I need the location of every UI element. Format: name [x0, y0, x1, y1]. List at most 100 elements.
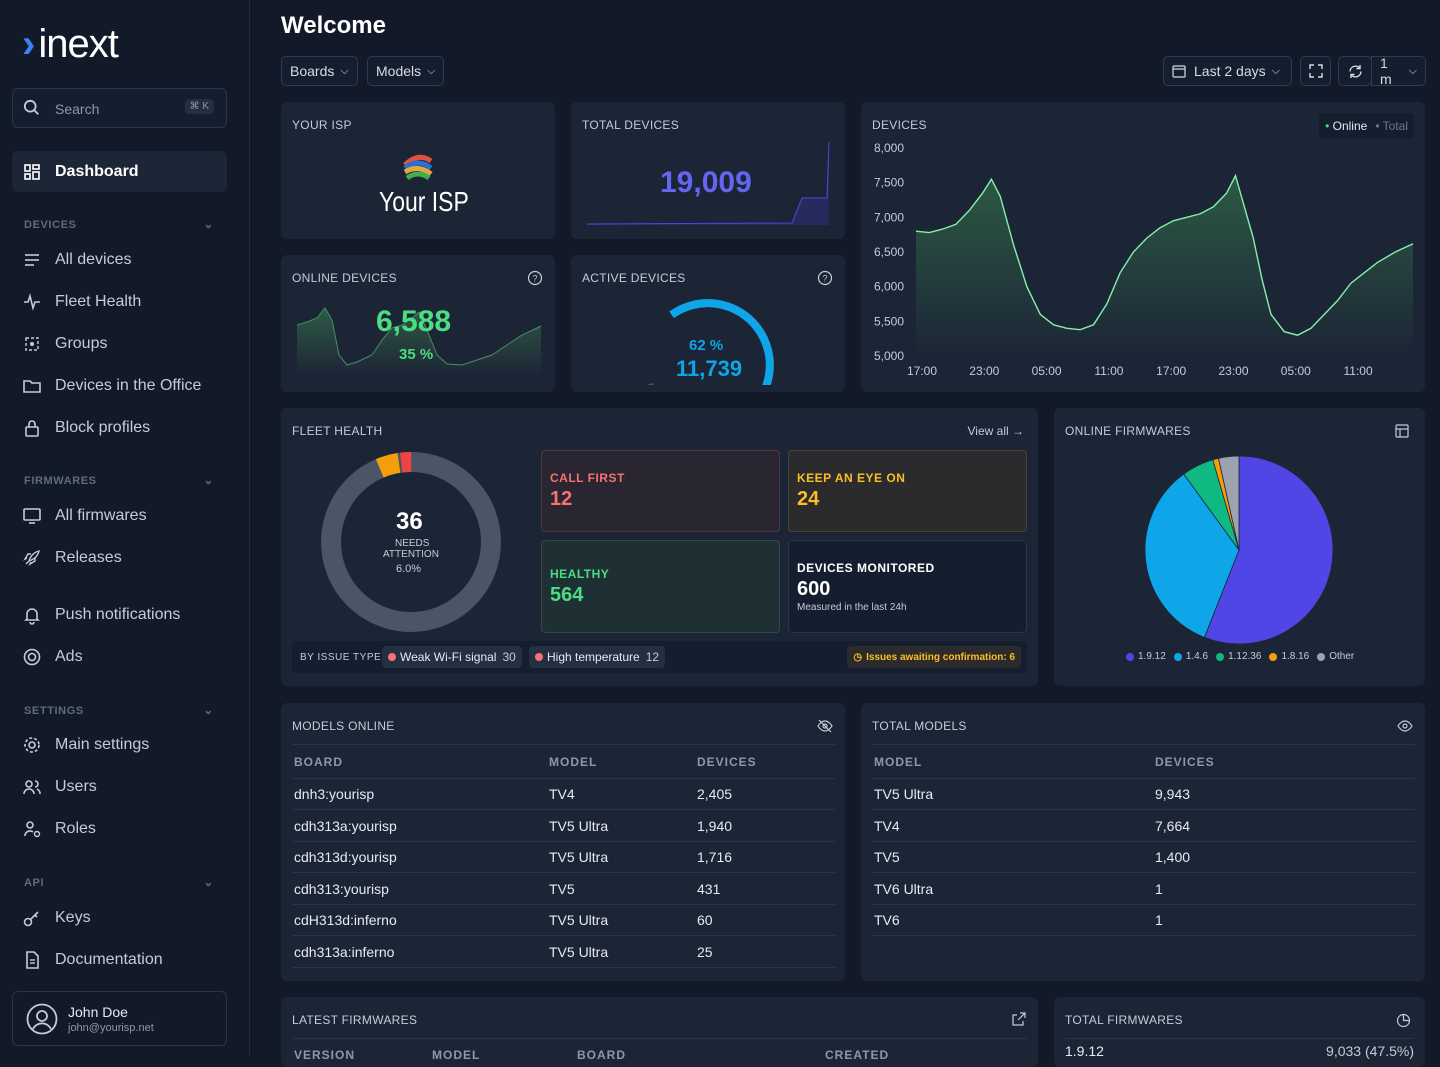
table-view-icon[interactable]: [1395, 424, 1409, 438]
legend-total[interactable]: • Total: [1375, 119, 1408, 133]
pie-chart-icon[interactable]: [1396, 1013, 1411, 1028]
issue-chip-wifi[interactable]: Weak Wi-Fi signal 30: [382, 646, 522, 668]
keep-an-eye-tile[interactable]: KEEP AN EYE ON 24: [788, 450, 1027, 532]
column-header[interactable]: DEVICES: [1155, 755, 1215, 769]
help-icon[interactable]: ?: [527, 270, 543, 286]
search-label: Search: [55, 101, 100, 117]
table-cell: TV4: [874, 817, 900, 834]
legend-dot: [1216, 652, 1225, 661]
sidebar-label: Groups: [55, 335, 108, 352]
view-all-link[interactable]: View all →: [968, 424, 1024, 438]
sidebar-item-all-devices[interactable]: All devices: [22, 248, 131, 272]
online-firmwares-card: ONLINE FIRMWARES 1.9.12 1.4.6 1.12.36 1.8.1…: [1054, 408, 1425, 686]
search-input[interactable]: Search ⌘ K: [12, 88, 227, 128]
sidebar-item-documentation[interactable]: Documentation: [22, 948, 163, 972]
table-row[interactable]: TV5 Ultra 9,943: [872, 779, 1415, 810]
section-devices[interactable]: DEVICES ⌄: [24, 217, 214, 231]
table-row[interactable]: TV4 7,664: [872, 811, 1415, 842]
firmware-version: 1.9.12: [1065, 1043, 1104, 1059]
sidebar-label: Ads: [55, 648, 83, 665]
sidebar-item-ads[interactable]: Ads: [22, 645, 83, 669]
users-icon: [23, 780, 41, 795]
chart-legend-toggle[interactable]: • Online • Total: [1319, 113, 1414, 139]
sidebar-item-groups[interactable]: Groups: [22, 332, 107, 356]
sidebar-item-fleet-health[interactable]: Fleet Health: [22, 290, 141, 314]
section-api[interactable]: API ⌄: [24, 875, 214, 889]
table-cell: 1: [1155, 912, 1163, 929]
fullscreen-button[interactable]: [1300, 56, 1331, 86]
date-range-dropdown[interactable]: Last 2 days ⌵: [1163, 56, 1292, 86]
total-devices-sparkline: [587, 141, 830, 225]
brand-logo[interactable]: › inext: [22, 22, 119, 67]
refresh-button[interactable]: [1338, 56, 1372, 86]
pie-slice-Other[interactable]: [1218, 455, 1240, 551]
table-row[interactable]: TV6 Ultra 1: [872, 874, 1415, 905]
total-devices-value: 19,009: [660, 166, 752, 199]
sidebar-item-all-firmwares[interactable]: All firmwares: [22, 504, 147, 528]
card-title: TOTAL MODELS: [872, 719, 967, 733]
pie-slice-1.4.6[interactable]: [1144, 473, 1240, 638]
table-row[interactable]: cdH313d:inferno TV5 Ultra 60: [292, 905, 835, 937]
column-header[interactable]: MODEL: [874, 755, 923, 769]
models-dropdown[interactable]: Models ⌵: [367, 56, 445, 86]
table-row[interactable]: cdh313a:inferno TV5 Ultra 25: [292, 937, 835, 968]
column-header[interactable]: CREATED: [825, 1048, 890, 1062]
card-title: MODELS ONLINE: [292, 719, 395, 733]
bell-icon: [24, 608, 40, 625]
legend-item[interactable]: 1.9.12: [1126, 651, 1166, 662]
y-tick-label: 6,000: [874, 280, 904, 294]
user-profile[interactable]: John Doe john@yourisp.net: [12, 991, 227, 1046]
column-header[interactable]: BOARD: [294, 755, 343, 769]
help-icon[interactable]: ?: [817, 270, 833, 286]
legend-item[interactable]: 1.8.16: [1269, 651, 1309, 662]
card-title: FLEET HEALTH: [292, 424, 383, 438]
sidebar-item-devices-office[interactable]: Devices in the Office: [22, 374, 201, 398]
sidebar-item-push-notifications[interactable]: Push notifications: [22, 603, 180, 627]
column-header[interactable]: DEVICES: [697, 755, 757, 769]
healthy-tile[interactable]: HEALTHY 564: [541, 540, 780, 633]
section-settings[interactable]: SETTINGS ⌄: [24, 703, 214, 717]
sidebar-label: Devices in the Office: [55, 377, 202, 394]
sidebar-item-users[interactable]: Users: [22, 775, 97, 799]
refresh-interval-dropdown[interactable]: 1 m ⌵: [1371, 55, 1426, 87]
column-header[interactable]: MODEL: [432, 1048, 481, 1062]
table-row[interactable]: TV5 1,400: [872, 842, 1415, 874]
sidebar-item-releases[interactable]: Releases: [22, 546, 122, 570]
devices-monitored-tile[interactable]: DEVICES MONITORED 600 Measured in the la…: [788, 540, 1027, 633]
eye-icon[interactable]: [1397, 718, 1413, 734]
boards-dropdown[interactable]: Boards ⌵: [281, 56, 358, 86]
table-row[interactable]: TV6 1: [872, 905, 1415, 937]
active-devices-gauge: [646, 299, 774, 385]
legend-label: 1.12.36: [1228, 651, 1262, 662]
issues-awaiting-badge[interactable]: ◷ Issues awaiting confirmation: 6: [847, 646, 1021, 668]
sidebar-item-main-settings[interactable]: Main settings: [22, 733, 149, 757]
call-first-tile[interactable]: CALL FIRST 12: [541, 450, 780, 532]
legend-item[interactable]: Other: [1317, 651, 1354, 662]
y-tick-label: 8,000: [874, 141, 904, 155]
table-cell: 25: [697, 944, 713, 960]
sidebar-item-block-profiles[interactable]: Block profiles: [22, 416, 150, 440]
column-header[interactable]: VERSION: [294, 1048, 356, 1062]
search-icon: [23, 99, 39, 115]
total-firmwares-card: TOTAL FIRMWARES 1.9.12 9,033 (47.5%): [1054, 997, 1425, 1067]
sidebar-item-roles[interactable]: Roles: [22, 817, 96, 841]
table-row[interactable]: cdh313a:yourisp TV5 Ultra 1,940: [292, 811, 835, 842]
table-cell: TV5 Ultra: [549, 817, 609, 834]
donut-yellow-segment: [321, 452, 501, 632]
column-header[interactable]: BOARD: [577, 1048, 626, 1062]
models-online-card: MODELS ONLINE BOARD MODEL DEVICES dnh3:y…: [281, 703, 845, 981]
section-firmwares[interactable]: FIRMWARES ⌄: [24, 473, 214, 487]
pie-slice-1.9.12[interactable]: [1203, 455, 1334, 645]
column-header[interactable]: MODEL: [549, 755, 598, 769]
table-row[interactable]: cdh313d:yourisp TV5 Ultra 1,716: [292, 842, 835, 874]
eye-off-icon[interactable]: [817, 718, 833, 734]
table-row[interactable]: cdh313:yourisp TV5 431: [292, 874, 835, 905]
external-link-icon[interactable]: [1011, 1012, 1026, 1027]
legend-item[interactable]: 1.4.6: [1173, 651, 1208, 662]
legend-online[interactable]: • Online: [1325, 119, 1368, 133]
issue-chip-temperature[interactable]: High temperature 12: [529, 646, 666, 668]
sidebar-item-dashboard[interactable]: Dashboard: [22, 160, 139, 184]
legend-item[interactable]: 1.12.36: [1216, 651, 1261, 662]
table-row[interactable]: dnh3:yourisp TV4 2,405: [292, 779, 835, 810]
sidebar-item-keys[interactable]: Keys: [22, 906, 91, 930]
